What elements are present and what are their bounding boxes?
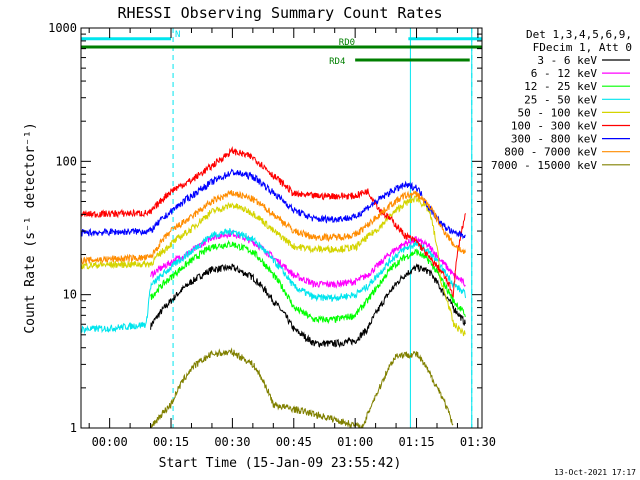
x-tick-label-5: 01:15	[398, 435, 434, 449]
x-tick-label-0: 00:00	[92, 435, 128, 449]
legend-header-1: FDecim 1, Att 0	[533, 41, 632, 54]
legend-label-8: 7000 - 15000 keV	[491, 159, 597, 172]
x-tick-label-3: 00:45	[276, 435, 312, 449]
plot-content: N RD0 RD4	[81, 28, 482, 428]
flag-label-rd4: RD4	[329, 57, 345, 67]
legend-label-4: 50 - 100 keV	[518, 106, 598, 119]
legend-header-0: Det 1,3,4,5,6,9,	[526, 28, 632, 41]
legend-label-6: 300 - 800 keV	[511, 133, 597, 146]
legend-label-5: 100 - 300 keV	[511, 120, 597, 133]
legend-label-3: 25 - 50 keV	[524, 93, 597, 106]
plot-area: N RD0 RD4	[81, 28, 482, 428]
series-line-7	[81, 189, 466, 265]
x-tick-label-1: 00:15	[153, 435, 189, 449]
legend: Det 1,3,4,5,6,9,FDecim 1, Att 03 - 6 keV…	[491, 28, 632, 172]
chart-title: RHESSI Observing Summary Count Rates	[117, 4, 442, 22]
series-line-2	[150, 239, 466, 325]
legend-label-2: 12 - 25 keV	[524, 80, 597, 93]
legend-label-0: 3 - 6 keV	[537, 54, 597, 67]
series-line-0	[150, 263, 466, 349]
x-tick-label-2: 00:30	[214, 435, 250, 449]
x-tick-label-6: 01:30	[460, 435, 496, 449]
x-axis-label: Start Time (15-Jan-09 23:55:42)	[159, 456, 402, 471]
series-line-6	[81, 168, 466, 240]
y-tick-label-3: 1000	[48, 21, 77, 35]
series-line-3	[81, 228, 466, 335]
series-line-5	[81, 146, 466, 298]
flag-label-rd0: RD0	[339, 38, 355, 48]
y-tick-label-1: 10	[63, 288, 77, 302]
series-line-4	[81, 195, 466, 337]
x-tick-label-4: 01:00	[337, 435, 373, 449]
y-tick-label-0: 1	[70, 421, 77, 435]
axes: 1 10 100 1000 00:00 00:15 00:30 00:45 01:00 01:15…	[48, 21, 496, 449]
y-axis-label: Count Rate (s⁻¹ detector⁻¹)	[23, 122, 38, 333]
series-line-8	[150, 347, 454, 428]
flag-label-n: N	[175, 30, 180, 40]
plot-frame	[80, 27, 483, 429]
legend-label-7: 800 - 7000 keV	[504, 146, 597, 159]
legend-label-1: 6 - 12 keV	[531, 67, 598, 80]
y-tick-label-2: 100	[55, 154, 77, 168]
footer-date: 13-Oct-2021 17:17	[554, 468, 636, 477]
